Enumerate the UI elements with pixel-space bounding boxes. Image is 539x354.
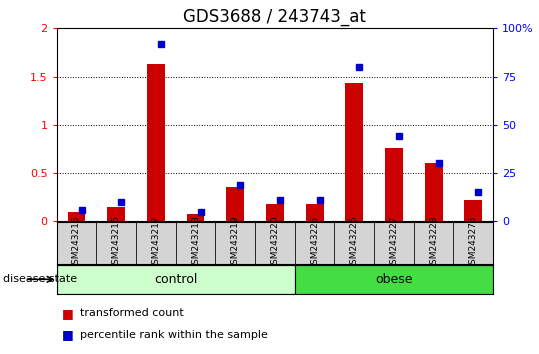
Text: GSM243226: GSM243226 xyxy=(350,216,359,270)
Bar xyxy=(57,222,96,264)
Bar xyxy=(414,222,453,264)
Text: GSM243218: GSM243218 xyxy=(191,216,200,270)
Text: GSM243215: GSM243215 xyxy=(72,216,81,270)
Text: disease state: disease state xyxy=(3,274,77,284)
Bar xyxy=(216,222,255,264)
Bar xyxy=(176,222,216,264)
Bar xyxy=(465,200,482,221)
Title: GDS3688 / 243743_at: GDS3688 / 243743_at xyxy=(183,8,367,25)
Bar xyxy=(226,188,244,221)
Bar xyxy=(67,212,85,221)
Text: GSM243220: GSM243220 xyxy=(271,216,279,270)
Text: ■: ■ xyxy=(62,307,74,320)
Text: ■: ■ xyxy=(62,328,74,341)
Bar xyxy=(345,83,363,221)
Bar xyxy=(295,222,334,264)
Text: GSM243216: GSM243216 xyxy=(112,216,121,270)
Bar xyxy=(255,222,295,264)
Bar xyxy=(136,222,176,264)
Bar xyxy=(186,213,204,221)
Bar xyxy=(107,207,125,221)
Bar xyxy=(425,164,443,221)
Text: GSM243275: GSM243275 xyxy=(469,216,478,270)
Text: GSM243225: GSM243225 xyxy=(310,216,319,270)
Text: transformed count: transformed count xyxy=(80,308,183,318)
Bar xyxy=(147,64,165,221)
Text: GSM243217: GSM243217 xyxy=(151,216,160,270)
Text: obese: obese xyxy=(375,273,413,286)
Bar xyxy=(96,222,136,264)
Text: GSM243228: GSM243228 xyxy=(429,216,438,270)
Bar xyxy=(385,148,403,221)
Bar xyxy=(295,265,493,294)
Text: GSM243219: GSM243219 xyxy=(231,216,240,270)
Bar xyxy=(266,204,284,221)
Bar xyxy=(453,222,493,264)
Text: GSM243227: GSM243227 xyxy=(390,216,398,270)
Bar xyxy=(374,222,414,264)
Bar xyxy=(334,222,374,264)
Bar xyxy=(57,265,295,294)
Text: control: control xyxy=(154,273,197,286)
Bar xyxy=(306,204,323,221)
Text: percentile rank within the sample: percentile rank within the sample xyxy=(80,330,268,339)
